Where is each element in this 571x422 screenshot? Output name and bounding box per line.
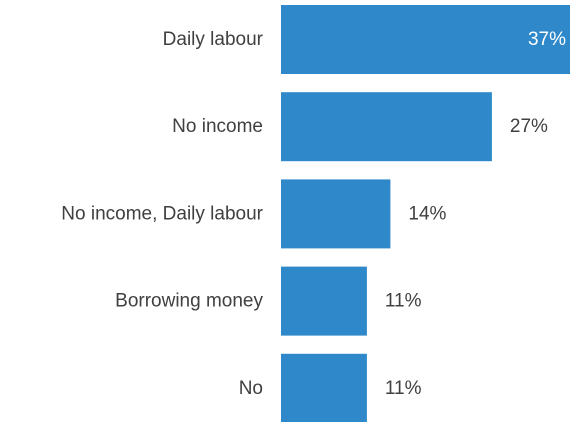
bar-3: [281, 266, 367, 336]
bar-4: [281, 353, 367, 422]
category-label: No income, Daily labour: [61, 203, 263, 224]
bar-2: [281, 179, 391, 249]
category-label: Borrowing money: [115, 291, 263, 312]
category-label: No income: [172, 116, 263, 137]
data-label: 27%: [510, 116, 548, 137]
category-label: Daily labour: [163, 29, 264, 50]
data-label: 14%: [408, 203, 446, 224]
category-label: No: [239, 378, 263, 399]
bar-1: [281, 92, 492, 162]
data-label: 11%: [385, 378, 422, 399]
data-label: 11%: [385, 291, 422, 312]
data-label: 37%: [528, 29, 566, 50]
bar-0: [281, 5, 570, 74]
